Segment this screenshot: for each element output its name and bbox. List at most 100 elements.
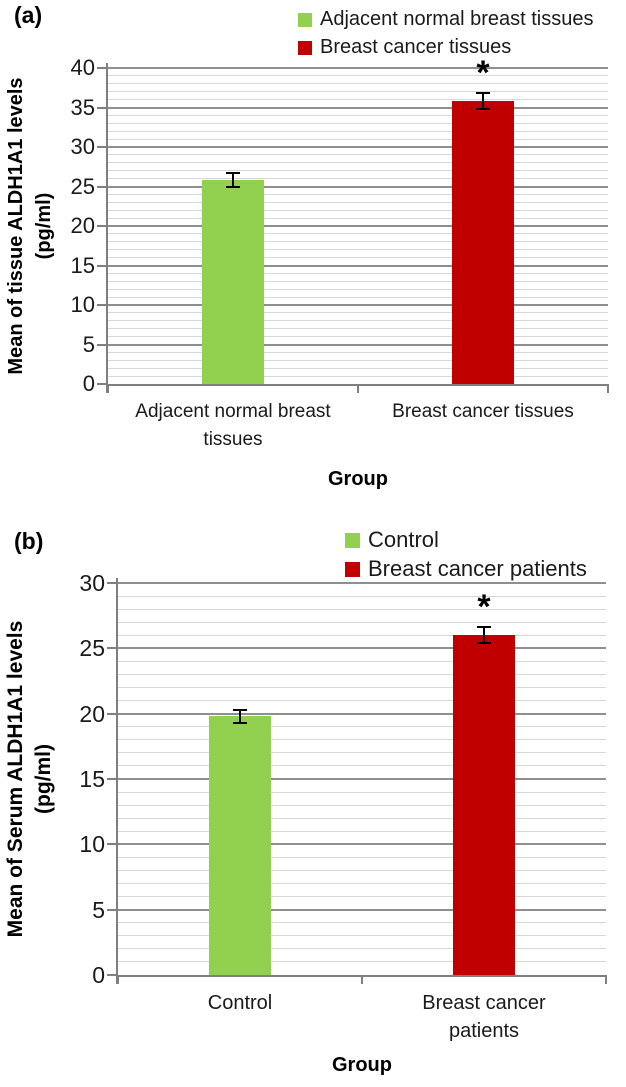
major-gridline	[108, 185, 608, 188]
legend-item: Adjacent normal breast tissues	[298, 8, 593, 31]
minor-gridline	[108, 312, 608, 314]
minor-gridline	[108, 367, 608, 369]
y-tick-label: 0	[92, 962, 105, 988]
minor-gridline	[108, 178, 608, 180]
y-tick-label: 5	[82, 331, 95, 357]
minor-gridline	[118, 608, 606, 610]
minor-gridline	[108, 114, 608, 116]
minor-gridline	[118, 687, 606, 689]
minor-gridline	[118, 935, 606, 937]
x-category-label: Adjacent normal breast tissues	[135, 401, 331, 450]
minor-gridline	[108, 201, 608, 203]
x-axis-tick	[357, 384, 359, 393]
error-bar-line	[239, 709, 241, 723]
significance-asterisk: *	[477, 588, 491, 627]
major-gridline	[118, 712, 606, 715]
major-gridline	[108, 225, 608, 227]
legend-label: Breast cancer patients	[368, 556, 587, 581]
minor-gridline	[108, 257, 608, 259]
minor-gridline	[118, 752, 606, 754]
x-axis-title: Group	[332, 1054, 392, 1076]
minor-gridline	[118, 896, 606, 898]
error-bar-cap-top	[476, 92, 490, 95]
y-tick-label: 30	[70, 134, 95, 159]
y-axis-tick	[107, 712, 116, 715]
x-axis-tick	[361, 975, 363, 984]
minor-gridline	[108, 193, 608, 195]
minor-gridline	[108, 296, 608, 298]
y-tick-label: 35	[70, 94, 95, 120]
y-axis-tick	[107, 582, 116, 584]
minor-gridline	[108, 280, 608, 282]
minor-gridline	[118, 869, 606, 871]
minor-gridline	[118, 961, 606, 963]
error-bar-line	[232, 173, 234, 188]
minor-gridline	[108, 288, 608, 290]
major-gridline	[108, 106, 608, 109]
legend-label: Breast cancer tissues	[320, 36, 512, 58]
minor-gridline	[108, 91, 608, 93]
legend-item: Breast cancer tissues	[298, 36, 511, 59]
minor-gridline	[118, 948, 606, 950]
error-bar-line	[482, 93, 484, 110]
legend-item: Control	[345, 527, 439, 553]
x-axis-tick	[607, 384, 609, 393]
y-tick-label: 25	[79, 635, 105, 662]
minor-gridline	[108, 375, 608, 377]
legend-swatch-icon	[298, 40, 312, 55]
minor-gridline	[108, 233, 608, 235]
panel-label-a: (a)	[14, 2, 43, 28]
minor-gridline	[118, 791, 606, 793]
x-axis-title: Group	[328, 468, 388, 490]
y-axis-tick	[97, 383, 106, 385]
y-tick-label: 20	[70, 213, 95, 238]
minor-gridline	[118, 700, 606, 702]
x-category-label: Control	[207, 992, 273, 1014]
minor-gridline	[108, 241, 608, 243]
minor-gridline	[108, 336, 608, 338]
y-axis-line	[116, 578, 118, 984]
minor-gridline	[118, 856, 606, 858]
error-bar-cap-bottom	[477, 642, 491, 645]
legend-item: Breast cancer patients	[345, 556, 587, 582]
minor-gridline	[108, 170, 608, 172]
major-gridline	[118, 582, 606, 584]
bar-adjacent-normal-breast-tissues	[202, 180, 264, 384]
minor-gridline	[108, 351, 608, 353]
minor-gridline	[108, 320, 608, 322]
y-axis-tick	[107, 778, 116, 780]
major-gridline	[118, 647, 606, 650]
y-tick-label: 15	[79, 766, 105, 792]
y-axis-line	[106, 63, 108, 393]
major-gridline	[108, 343, 608, 346]
minor-gridline	[118, 673, 606, 675]
y-axis-tick	[107, 908, 116, 911]
legend-label: Control	[368, 527, 439, 552]
y-axis-tick	[107, 647, 116, 650]
minor-gridline	[108, 83, 608, 85]
x-axis-tick	[107, 384, 109, 393]
bar-breast-cancer-tissues	[452, 101, 514, 384]
minor-gridline	[108, 272, 608, 274]
minor-gridline	[108, 138, 608, 140]
y-axis-tick	[97, 67, 106, 69]
minor-gridline	[118, 817, 606, 819]
error-bar-cap-top	[233, 708, 247, 711]
bar-breast-cancer-patients	[453, 635, 515, 975]
major-gridline	[108, 304, 608, 306]
minor-gridline	[118, 922, 606, 924]
significance-asterisk: *	[476, 54, 490, 93]
minor-gridline	[118, 595, 606, 597]
legend-swatch-icon	[345, 532, 360, 548]
error-bar-cap-top	[477, 626, 491, 629]
panel-label-b: (b)	[14, 528, 44, 554]
y-axis-tick	[97, 304, 106, 306]
major-gridline	[118, 778, 606, 780]
y-axis-tick	[97, 146, 106, 148]
minor-gridline	[108, 154, 608, 156]
minor-gridline	[108, 328, 608, 330]
minor-gridline	[108, 249, 608, 251]
error-bar-cap-top	[226, 172, 240, 175]
error-bar-cap-bottom	[226, 186, 240, 189]
